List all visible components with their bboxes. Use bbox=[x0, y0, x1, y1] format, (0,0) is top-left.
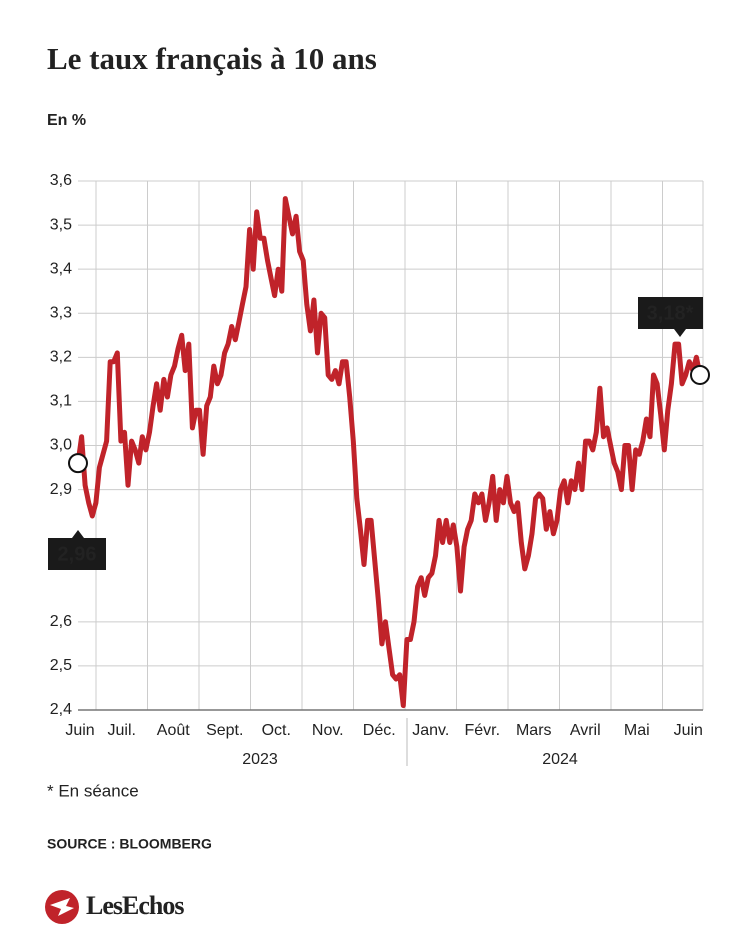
annotation: 3,18* bbox=[647, 302, 694, 324]
y-tick-label: 3,4 bbox=[50, 260, 72, 277]
year-label: 2023 bbox=[242, 751, 278, 768]
chart-title: Le taux français à 10 ans bbox=[47, 41, 377, 76]
y-tick-label: 3,0 bbox=[50, 437, 72, 454]
logo-shape bbox=[50, 898, 74, 916]
start-marker bbox=[68, 453, 88, 474]
x-tick-label: Mars bbox=[516, 722, 552, 739]
brand: LesEchos bbox=[86, 891, 184, 920]
year-label: 2024 bbox=[542, 751, 578, 768]
annotation: 2,96 bbox=[58, 543, 97, 565]
y-tick-label: 3,3 bbox=[50, 304, 72, 321]
x-tick-label: Janv. bbox=[412, 722, 449, 739]
annotation-box bbox=[638, 297, 703, 337]
x-tick-label: Déc. bbox=[363, 722, 396, 739]
x-tick-label: Oct. bbox=[262, 722, 291, 739]
footnote: * En séance bbox=[47, 781, 139, 800]
x-tick-label: Nov. bbox=[312, 722, 344, 739]
source: SOURCE : BLOOMBERG bbox=[47, 836, 212, 852]
x-tick-label: Avril bbox=[570, 722, 601, 739]
y-tick-label: 2,5 bbox=[50, 657, 72, 674]
y-tick-label: 3,5 bbox=[50, 216, 72, 233]
x-tick-label: Mai bbox=[624, 722, 650, 739]
x-tick-label: Sept. bbox=[206, 722, 243, 739]
plot: 2,4 2,5 2,6 2,9 3,0 3,1 3,2 3,3 3,4 3,5 3,6 Juin Jui… bbox=[48, 172, 710, 768]
x-tick-label: Juin bbox=[674, 722, 703, 739]
y-tick-label: 2,4 bbox=[50, 701, 72, 718]
end-marker bbox=[690, 364, 710, 385]
series-line bbox=[75, 196, 703, 709]
x-tick-label: Juin bbox=[65, 722, 94, 739]
y-tick-label: 2,6 bbox=[50, 613, 72, 630]
annotation-box bbox=[48, 530, 106, 570]
x-tick-label: Févr. bbox=[464, 722, 500, 739]
y-tick-label: 3,2 bbox=[50, 349, 72, 366]
y-tick-label: 3,1 bbox=[50, 393, 72, 410]
y-tick-label: 2,9 bbox=[50, 481, 72, 498]
y-tick-label: 3,6 bbox=[50, 172, 72, 189]
x-tick-label: Juil. bbox=[108, 722, 136, 739]
subtitle: En % bbox=[47, 112, 86, 129]
x-tick-label: Août bbox=[157, 722, 190, 739]
logo: LesEchos bbox=[45, 890, 185, 924]
